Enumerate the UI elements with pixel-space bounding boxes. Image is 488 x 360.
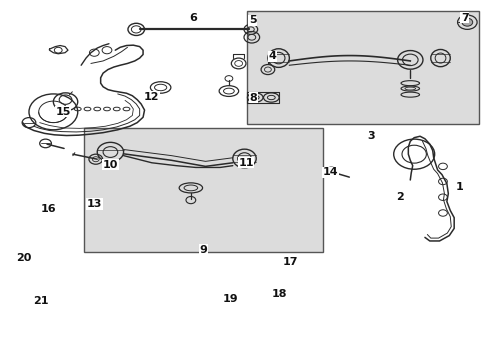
Text: 16: 16 bbox=[41, 204, 56, 215]
FancyBboxPatch shape bbox=[246, 12, 478, 125]
Text: 17: 17 bbox=[283, 257, 298, 267]
Text: 9: 9 bbox=[199, 245, 206, 255]
Text: 1: 1 bbox=[455, 182, 463, 192]
Text: 8: 8 bbox=[249, 93, 257, 103]
Text: 10: 10 bbox=[102, 160, 118, 170]
Text: 14: 14 bbox=[322, 167, 337, 177]
Text: 12: 12 bbox=[144, 92, 159, 102]
Text: 20: 20 bbox=[17, 253, 32, 263]
Text: 6: 6 bbox=[189, 13, 197, 23]
Text: 5: 5 bbox=[248, 15, 256, 26]
Circle shape bbox=[461, 18, 472, 26]
Text: 15: 15 bbox=[55, 107, 71, 117]
Text: 7: 7 bbox=[460, 13, 468, 23]
Text: 18: 18 bbox=[271, 289, 287, 299]
Text: 2: 2 bbox=[395, 192, 403, 202]
Text: 21: 21 bbox=[33, 296, 48, 306]
Text: 11: 11 bbox=[238, 158, 253, 168]
Text: 4: 4 bbox=[268, 51, 276, 61]
Text: 19: 19 bbox=[223, 294, 238, 304]
FancyBboxPatch shape bbox=[83, 128, 322, 252]
Text: 3: 3 bbox=[366, 131, 374, 141]
Text: 13: 13 bbox=[86, 199, 102, 209]
